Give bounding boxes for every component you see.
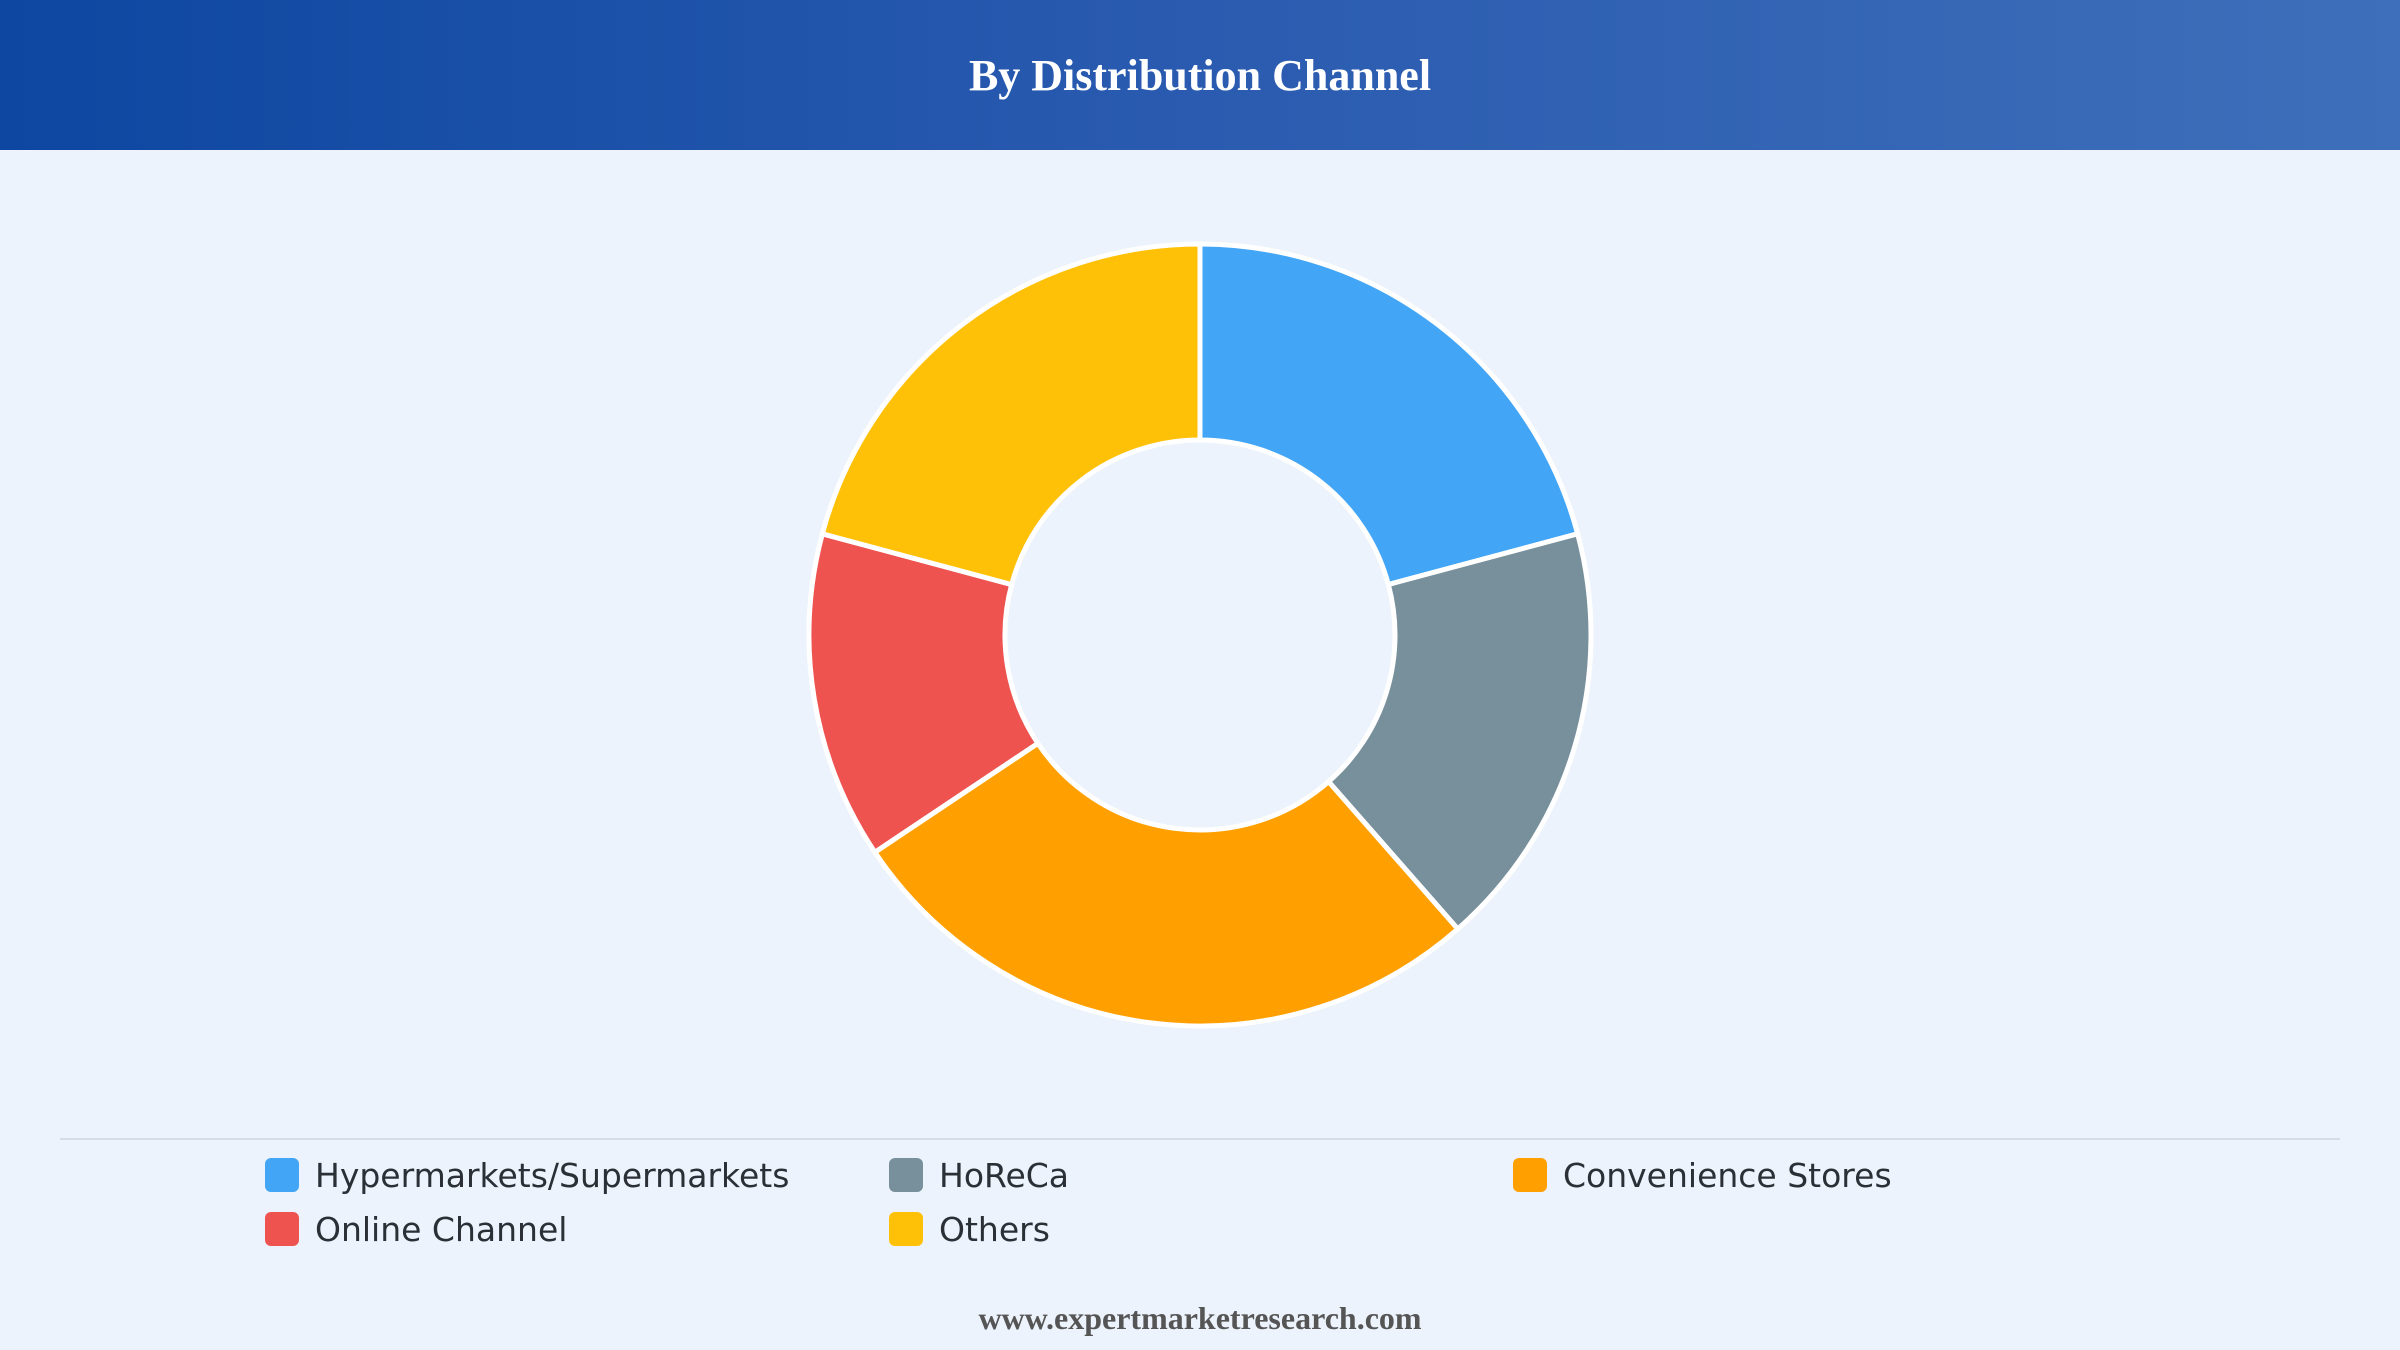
legend-label: HoReCa [939,1155,1070,1195]
legend-label: Online Channel [315,1209,568,1249]
chart-title: By Distribution Channel [968,50,1432,100]
donut-slice-others[interactable] [819,241,1203,588]
legend-swatch [265,1158,299,1192]
legend-label: Others [939,1209,1050,1249]
legend-divider [60,1138,2340,1140]
donut-chart [806,241,1594,1029]
donut-slice-hypermarkets-supermarkets[interactable] [1197,241,1581,588]
legend-swatch [1513,1158,1547,1192]
legend-item-horeca[interactable]: HoReCa [889,1155,1513,1195]
source-url: www.expertmarketresearch.com [978,1300,1422,1336]
legend-swatch [889,1158,923,1192]
legend-label: Convenience Stores [1563,1155,1892,1195]
legend-label: Hypermarkets/Supermarkets [315,1155,790,1195]
legend-swatch [265,1212,299,1246]
legend-item-convenience-stores[interactable]: Convenience Stores [1513,1155,2137,1195]
legend-item-hypermarkets-supermarkets[interactable]: Hypermarkets/Supermarkets [265,1155,889,1195]
legend-swatch [889,1212,923,1246]
donut-slice-convenience-stores[interactable] [871,739,1462,1029]
chart-header: By Distribution Channel [0,0,2400,150]
legend-item-others[interactable]: Others [889,1209,1513,1249]
legend-item-online-channel[interactable]: Online Channel [265,1209,889,1249]
donut-slice-horeca[interactable] [1325,530,1594,933]
chart-legend: Hypermarkets/Supermarkets HoReCa Conveni… [265,1155,2265,1249]
donut-slice-online-channel[interactable] [806,530,1042,856]
